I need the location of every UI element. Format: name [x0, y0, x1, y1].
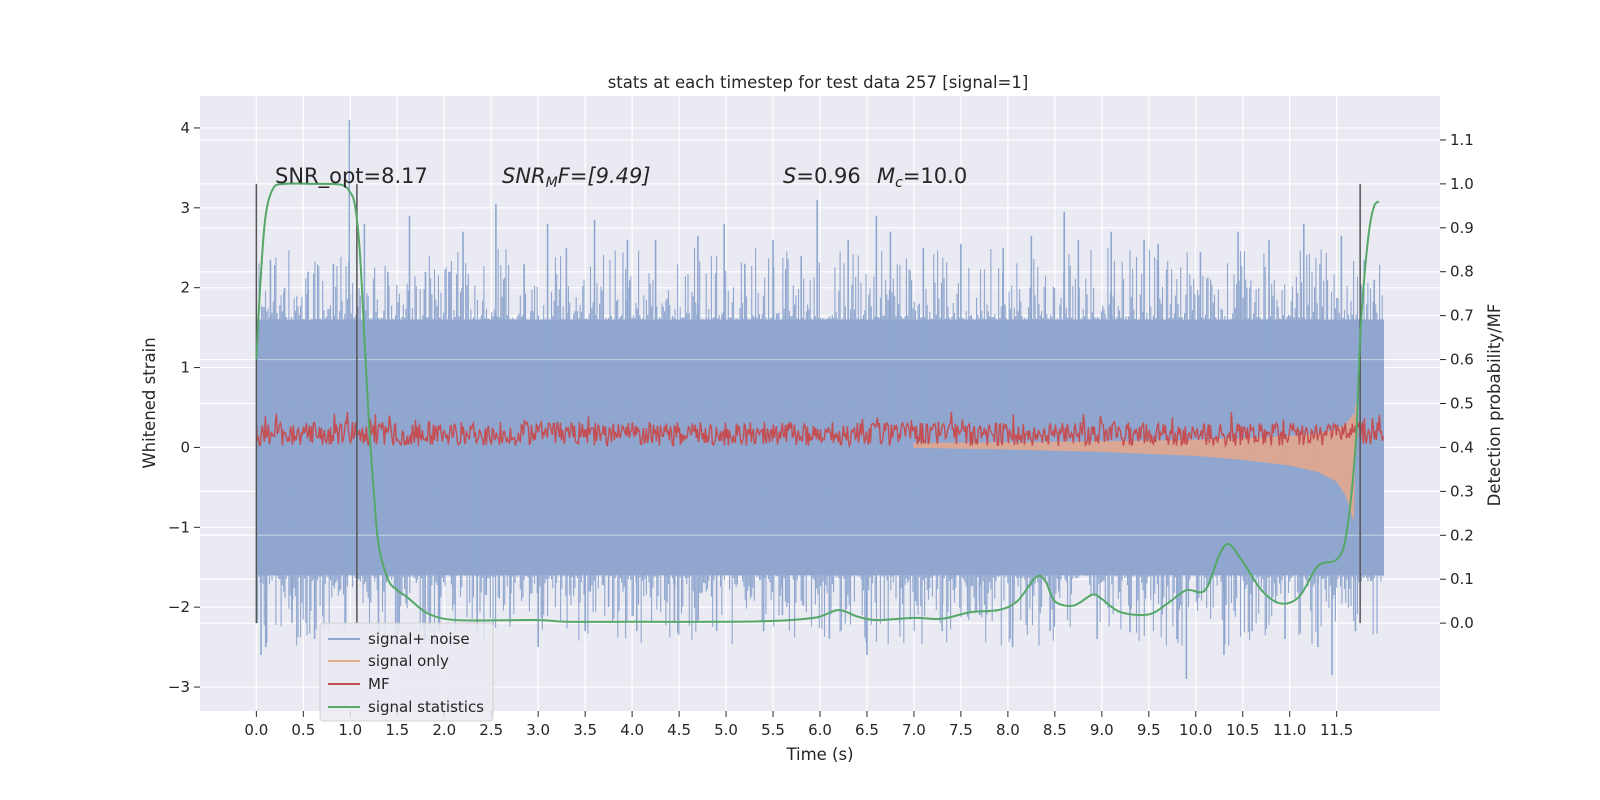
- y-right-tick-label: 1.1: [1450, 131, 1474, 149]
- annotation-snr-mf-rest: F=[9.49]: [558, 164, 651, 188]
- chart-title: stats at each timestep for test data 257…: [608, 73, 1029, 92]
- y-left-tick-label: 4: [180, 119, 190, 137]
- annotation-snr-mf-symbol: SNR: [502, 164, 546, 188]
- annotation-snr-opt: SNR_opt=8.17: [275, 164, 428, 189]
- annotation-s-value: =0.96: [796, 164, 860, 188]
- x-tick-label: 8.5: [1043, 721, 1067, 739]
- y-left-tick-label: 3: [180, 199, 190, 217]
- y-right-tick-label: 0.4: [1450, 438, 1474, 456]
- y-right-tick-label: 0.1: [1450, 570, 1474, 588]
- x-tick-label: 3.5: [573, 721, 597, 739]
- x-axis-label: Time (s): [785, 745, 853, 764]
- event-markers: [255, 183, 1361, 624]
- y-axis-left-ticks: −3 −2 −1 0 1 2 3 4: [168, 119, 200, 696]
- x-tick-label: 2.0: [432, 721, 456, 739]
- annotation-mc: Mc=10.0: [877, 164, 967, 191]
- x-tick-label: 8.0: [996, 721, 1020, 739]
- x-tick-label: 0.0: [244, 721, 268, 739]
- legend-label-signal-noise: signal+ noise: [368, 630, 470, 648]
- x-tick-label: 7.5: [949, 721, 973, 739]
- y-left-tick-label: −2: [168, 598, 190, 616]
- series-signal-statistics: [255, 182, 1380, 623]
- x-tick-label: 5.5: [761, 721, 785, 739]
- legend-label-signal-only: signal only: [368, 652, 449, 670]
- y-left-tick-label: 2: [180, 279, 190, 297]
- y-axis-right-ticks: 0.0 0.1 0.2 0.3 0.4 0.5 0.6 0.7 0.8 0.9 1.0 1.1: [1440, 131, 1474, 632]
- y-right-tick-label: 0.3: [1450, 482, 1474, 500]
- x-tick-label: 7.0: [902, 721, 926, 739]
- y-right-tick-label: 0.8: [1450, 263, 1474, 281]
- mf-trace: [255, 411, 1385, 449]
- y-right-tick-label: 0.0: [1450, 614, 1474, 632]
- x-tick-label: 11.0: [1273, 721, 1306, 739]
- annotation-mc-symbol: M: [877, 164, 895, 188]
- x-tick-label: 6.0: [808, 721, 832, 739]
- x-tick-label: 1.0: [338, 721, 362, 739]
- series-mf: [255, 411, 1385, 449]
- y-right-tick-label: 0.9: [1450, 219, 1474, 237]
- annotation-s: S=0.96: [783, 164, 861, 188]
- signal-statistics-line: [255, 182, 1380, 623]
- x-tick-label: 4.5: [667, 721, 691, 739]
- y-axis-left-label: Whitened strain: [140, 337, 159, 468]
- x-tick-label: 10.5: [1226, 721, 1259, 739]
- annotation-s-symbol: S: [783, 164, 796, 188]
- y-left-tick-label: −3: [168, 678, 190, 696]
- x-tick-label: 5.0: [714, 721, 738, 739]
- x-tick-label: 11.5: [1320, 721, 1353, 739]
- x-tick-label: 3.0: [526, 721, 550, 739]
- y-right-tick-label: 0.5: [1450, 395, 1474, 413]
- y-left-tick-label: 0: [180, 438, 190, 456]
- x-tick-label: 1.5: [385, 721, 409, 739]
- x-tick-label: 9.5: [1137, 721, 1161, 739]
- y-right-tick-label: 0.7: [1450, 307, 1474, 325]
- x-axis-ticks: 0.0 0.5 1.0 1.5 2.0 2.5 3.0 3.5 4.0 4.5 5.0 5.5 6.0 6…: [244, 711, 1353, 739]
- legend: signal+ noise signal only MF signal stat…: [319, 622, 494, 722]
- legend-label-mf: MF: [368, 675, 390, 693]
- y-left-tick-label: −1: [168, 518, 190, 536]
- legend-label-signal-statistics: signal statistics: [368, 698, 484, 716]
- x-tick-label: 10.0: [1179, 721, 1212, 739]
- y-right-tick-label: 0.2: [1450, 526, 1474, 544]
- x-tick-label: 0.5: [291, 721, 315, 739]
- y-left-tick-label: 1: [180, 359, 190, 377]
- x-tick-label: 6.5: [855, 721, 879, 739]
- x-tick-label: 9.0: [1090, 721, 1114, 739]
- y-right-tick-label: 0.6: [1450, 351, 1474, 369]
- annotation-snr-mf: SNRMF=[9.49]: [502, 164, 651, 191]
- x-tick-label: 2.5: [479, 721, 503, 739]
- annotation-mc-value: =10.0: [903, 164, 967, 188]
- x-tick-label: 4.0: [620, 721, 644, 739]
- legend-box: [319, 622, 494, 722]
- y-right-tick-label: 1.0: [1450, 175, 1474, 193]
- annotation-snr-mf-subscript: M: [546, 175, 558, 191]
- y-axis-right-label: Detection probability/MF: [1485, 304, 1504, 507]
- annotation-mc-subscript: c: [895, 175, 903, 191]
